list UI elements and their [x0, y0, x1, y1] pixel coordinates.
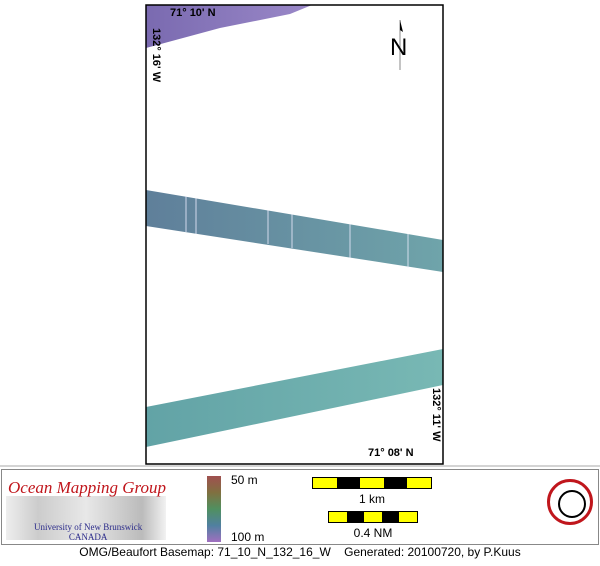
- bathymetry-map: [0, 4, 600, 467]
- unb-geodesy-seal-logo: [547, 479, 593, 525]
- top-latitude-label: 71° 10' N: [170, 7, 216, 19]
- right-longitude-label: 132° 11' W: [430, 388, 442, 442]
- survey-swath-south: [146, 349, 443, 447]
- country-name: CANADA: [68, 532, 108, 542]
- depth-colorbar: [207, 476, 221, 542]
- map-frame: [145, 4, 444, 465]
- bottom-latitude-label: 71° 08' N: [368, 447, 414, 459]
- depth-min-label: 50 m: [231, 473, 258, 487]
- scale-bar-nm: [328, 511, 418, 523]
- scale-km-label: 1 km: [358, 492, 385, 506]
- university-name: University of New Brunswick: [34, 522, 143, 532]
- map-legend: Ocean Mapping Group University of New Br…: [1, 469, 599, 545]
- map-caption: OMG/Beaufort Basemap: 71_10_N_132_16_W G…: [79, 545, 521, 559]
- north-label: N: [390, 34, 408, 61]
- survey-swath-middle: [146, 190, 443, 272]
- left-longitude-label: 132° 16' W: [150, 28, 162, 83]
- omg-logo-image: [6, 496, 166, 540]
- scale-bar-km: [312, 477, 432, 489]
- org-title: Ocean Mapping Group: [8, 478, 167, 497]
- survey-swath-north: [146, 5, 312, 48]
- scale-nm-label: 0.4 NM: [353, 526, 393, 540]
- depth-max-label: 100 m: [231, 530, 265, 544]
- swath-artifacts: [185, 196, 409, 268]
- north-arrow-icon: [399, 20, 403, 70]
- university-label: University of New Brunswick CANADA: [34, 522, 142, 542]
